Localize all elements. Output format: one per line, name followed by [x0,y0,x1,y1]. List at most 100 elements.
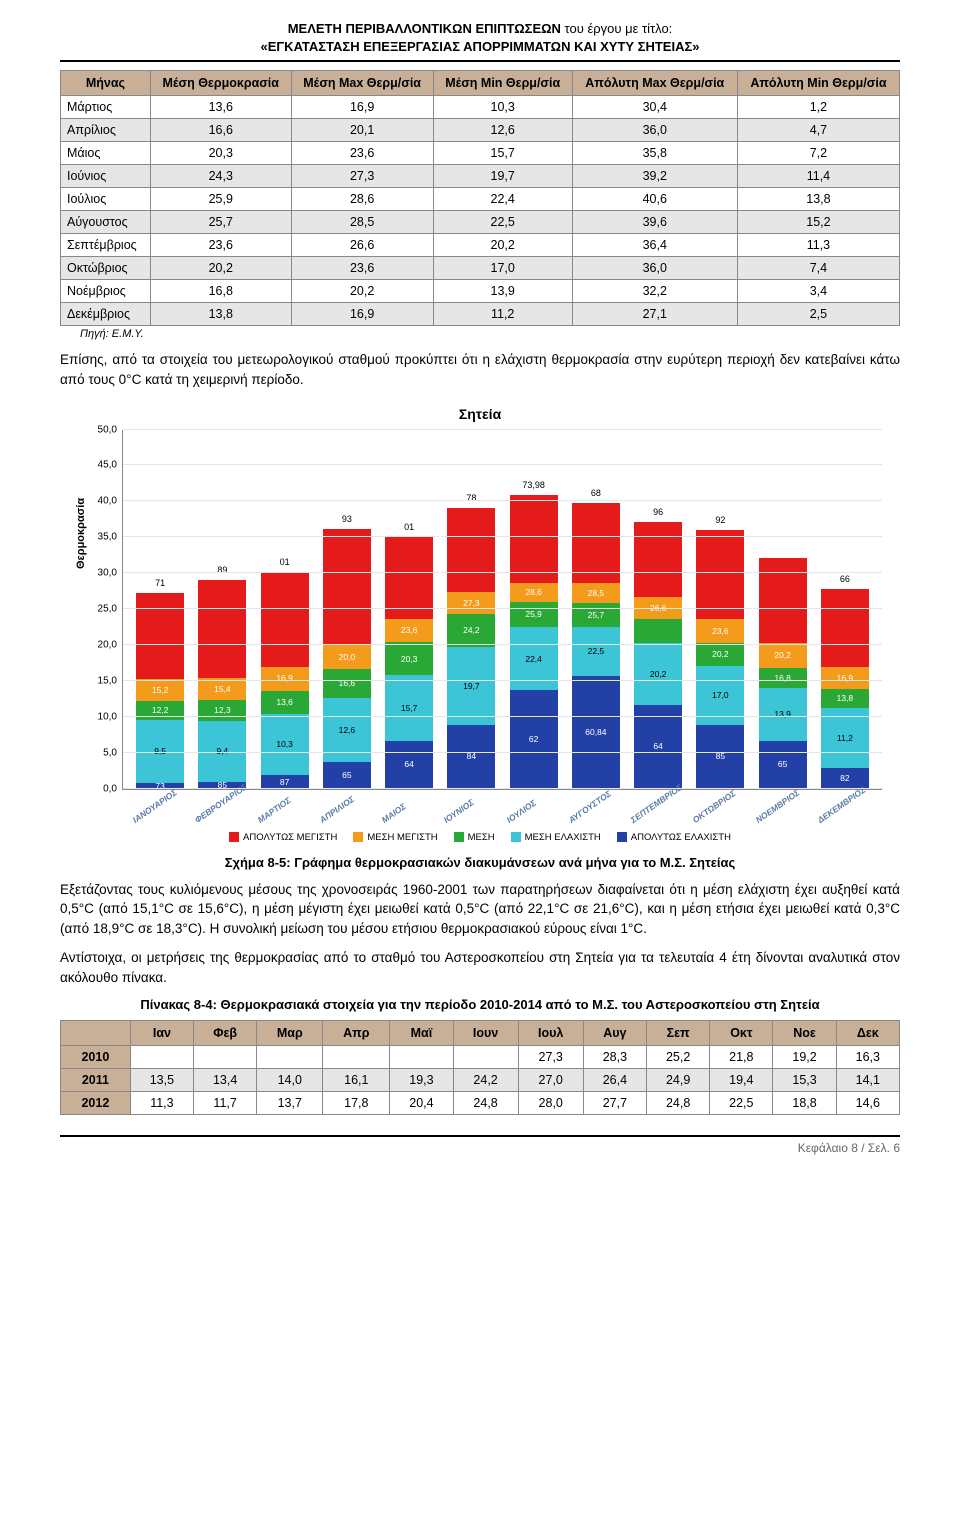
bar-segment: 28,6 [510,583,558,602]
table-cell: 13,8 [150,303,291,326]
bar-segment: 87 [261,775,309,788]
table-cell: 22,5 [710,1092,773,1115]
table-header: Απόλυτη Max Θερμ/σία [572,71,737,96]
bar-segment: 20,3 [385,642,433,675]
bar-segment: 16,8 [759,668,807,689]
table-source: Πηγή: Ε.Μ.Υ. [80,328,900,340]
table-cell: 17,8 [323,1092,390,1115]
bar-segment: 60,84 [572,676,620,788]
table-cell: Νοέμβριος [61,280,151,303]
table-cell: 14,6 [836,1092,899,1115]
bar-top-label: 71 [136,579,184,588]
bar-top-label: 01 [261,558,309,567]
bar-category-label: ΝΟΕΜΒΡΙΟΣ [753,787,801,825]
bar-segment: 20,0 [323,645,371,669]
table-cell: 20,4 [390,1092,453,1115]
bar-segment: 22,5 [572,627,620,677]
table-header: Μέση Min Θερμ/σία [433,71,572,96]
table-cell [390,1046,453,1069]
table-cell: 19,7 [433,165,572,188]
bar-segment: 22,4 [510,627,558,690]
bar-segment: 23,6 [385,619,433,643]
table-cell: 13,9 [433,280,572,303]
table-cell: 28,0 [518,1092,583,1115]
bar-segment: 93 [323,529,371,644]
table-cell: 10,3 [433,96,572,119]
bar-segment: 15,4 [198,678,246,700]
legend-item: ΜΕΣΗ [454,832,495,843]
table-cell [194,1046,257,1069]
table-cell: 15,7 [433,142,572,165]
bar-segment: 28,5 [572,583,620,603]
bar-category-label: ΙΟΥΝΙΟΣ [442,797,476,825]
bar-segment: 65 [759,741,807,789]
bar-segment: 20,2 [696,643,744,666]
bar-column: 9626,620,264ΣΕΠΤΕΜΒΡΙΟΣ [634,522,682,788]
table-cell: 24,8 [453,1092,518,1115]
bar-segment: 62 [510,690,558,788]
bar-segment: 01 [385,537,433,619]
bar-segment: 73,98 [510,495,558,583]
table-cell: 32,2 [572,280,737,303]
bar-segment [634,619,682,643]
table-header: Σεπ [647,1021,710,1046]
bar-category-label: ΟΚΤΩΒΡΙΟΣ [691,788,738,825]
legend-label: ΑΠΟΛΥΤΩΣ ΕΛΑΧΙΣΤΗ [631,832,731,843]
table-cell: 19,3 [390,1069,453,1092]
table-header: Απρ [323,1021,390,1046]
bar-segment: 12,3 [198,700,246,721]
table-cell: 14,1 [836,1069,899,1092]
table-cell: 36,0 [572,119,737,142]
table-cell: 27,0 [518,1069,583,1092]
table-cell: 17,0 [433,257,572,280]
table-cell: 26,6 [291,234,433,257]
bar-column: 9223,620,217,085ΟΚΤΩΒΡΙΟΣ [696,530,744,789]
table-cell: 13,5 [130,1069,193,1092]
bar-segment: 64 [385,741,433,789]
temperature-chart: Σητεία Θερμοκρασία 7115,212,29,573ΙΑΝΟΥΑ… [70,400,890,847]
bar-segment: 16,9 [261,667,309,691]
table-cell: 36,0 [572,257,737,280]
table-cell: 30,4 [572,96,737,119]
bar-segment: 66 [821,589,869,666]
bar-segment: 20,2 [759,643,807,667]
ytick-label: 35,0 [83,532,117,543]
bar-segment: 89 [198,580,246,677]
ytick-label: 40,0 [83,496,117,507]
table-cell [130,1046,193,1069]
bar-column: 9320,016,612,665ΑΠΡΙΛΙΟΣ [323,529,371,788]
table-cell: Ιούλιος [61,188,151,211]
table-cell: 20,3 [150,142,291,165]
legend-swatch [511,832,521,842]
table-cell: 16,1 [323,1069,390,1092]
bar-column: 73,9828,625,922,462ΙΟΥΛΙΟΣ [510,495,558,789]
table-cell: 20,2 [433,234,572,257]
table-header [61,1021,131,1046]
table-header: Μέση Max Θερμ/σία [291,71,433,96]
table-header: Οκτ [710,1021,773,1046]
table-cell: 25,2 [647,1046,710,1069]
table-cell: 19,2 [773,1046,836,1069]
table-cell [323,1046,390,1069]
legend-item: ΑΠΟΛΥΤΩΣ ΕΛΑΧΙΣΤΗ [617,832,731,843]
table-cell: Μάιος [61,142,151,165]
paragraph-3: Αντίστοιχα, οι μετρήσεις της θερμοκρασία… [60,948,900,987]
table-cell: 19,4 [710,1069,773,1092]
table-header: Φεβ [194,1021,257,1046]
table-header: Ιουλ [518,1021,583,1046]
bar-segment: 16,9 [821,667,869,689]
ytick-label: 50,0 [83,424,117,435]
legend-label: ΜΕΣΗ [468,832,495,843]
bar-segment: 92 [696,530,744,619]
table-cell: 15,3 [773,1069,836,1092]
bar-segment: 12,2 [136,701,184,720]
doc-header: ΜΕΛΕΤΗ ΠΕΡΙΒΑΛΛΟΝΤΙΚΩΝ ΕΠΙΠΤΩΣΕΩΝ του έρ… [60,20,900,56]
legend-swatch [454,832,464,842]
table-header: Μήνας [61,71,151,96]
bar-category-label: ΜΑΡΤΙΟΣ [255,795,292,825]
chart-legend: ΑΠΟΛΥΤΩΣ ΜΕΓΙΣΤΗΜΕΣΗ ΜΕΓΙΣΤΗΜΕΣΗΜΕΣΗ ΕΛΑ… [70,832,890,843]
table-cell: 24,2 [453,1069,518,1092]
table-cell: Απρίλιος [61,119,151,142]
figure-caption: Σχήμα 8-5: Γράφημα θερμοκρασιακών διακυμ… [60,855,900,870]
table-cell: 15,2 [737,211,899,234]
